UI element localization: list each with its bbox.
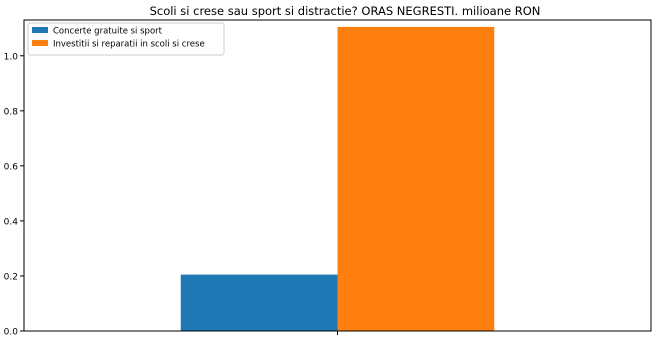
plot-area bbox=[180, 26, 495, 332]
bar-investitii bbox=[337, 26, 495, 332]
y-tick-label: 0.2 bbox=[4, 272, 18, 282]
bar-concerte bbox=[180, 274, 338, 331]
legend-swatch-investitii bbox=[32, 40, 48, 46]
y-tick-label: 1.0 bbox=[4, 52, 19, 62]
y-tick-label: 0.6 bbox=[4, 162, 19, 172]
legend: Concerte gratuite si sport Investitii si … bbox=[27, 22, 225, 56]
y-tick-label: 0.0 bbox=[4, 328, 19, 338]
legend-swatch-concerte bbox=[32, 27, 48, 33]
y-tick-label: 0.4 bbox=[4, 217, 19, 227]
legend-label-investitii: Investitii si reparatii in scoli si cres… bbox=[53, 40, 205, 50]
legend-label-concerte: Concerte gratuite si sport bbox=[53, 27, 163, 37]
chart-title: Scoli si crese sau sport si distractie? … bbox=[150, 4, 541, 18]
legend-box bbox=[27, 22, 225, 56]
axes: 0.00.20.40.60.81.00 bbox=[4, 19, 652, 338]
y-tick-label: 0.8 bbox=[4, 107, 19, 117]
